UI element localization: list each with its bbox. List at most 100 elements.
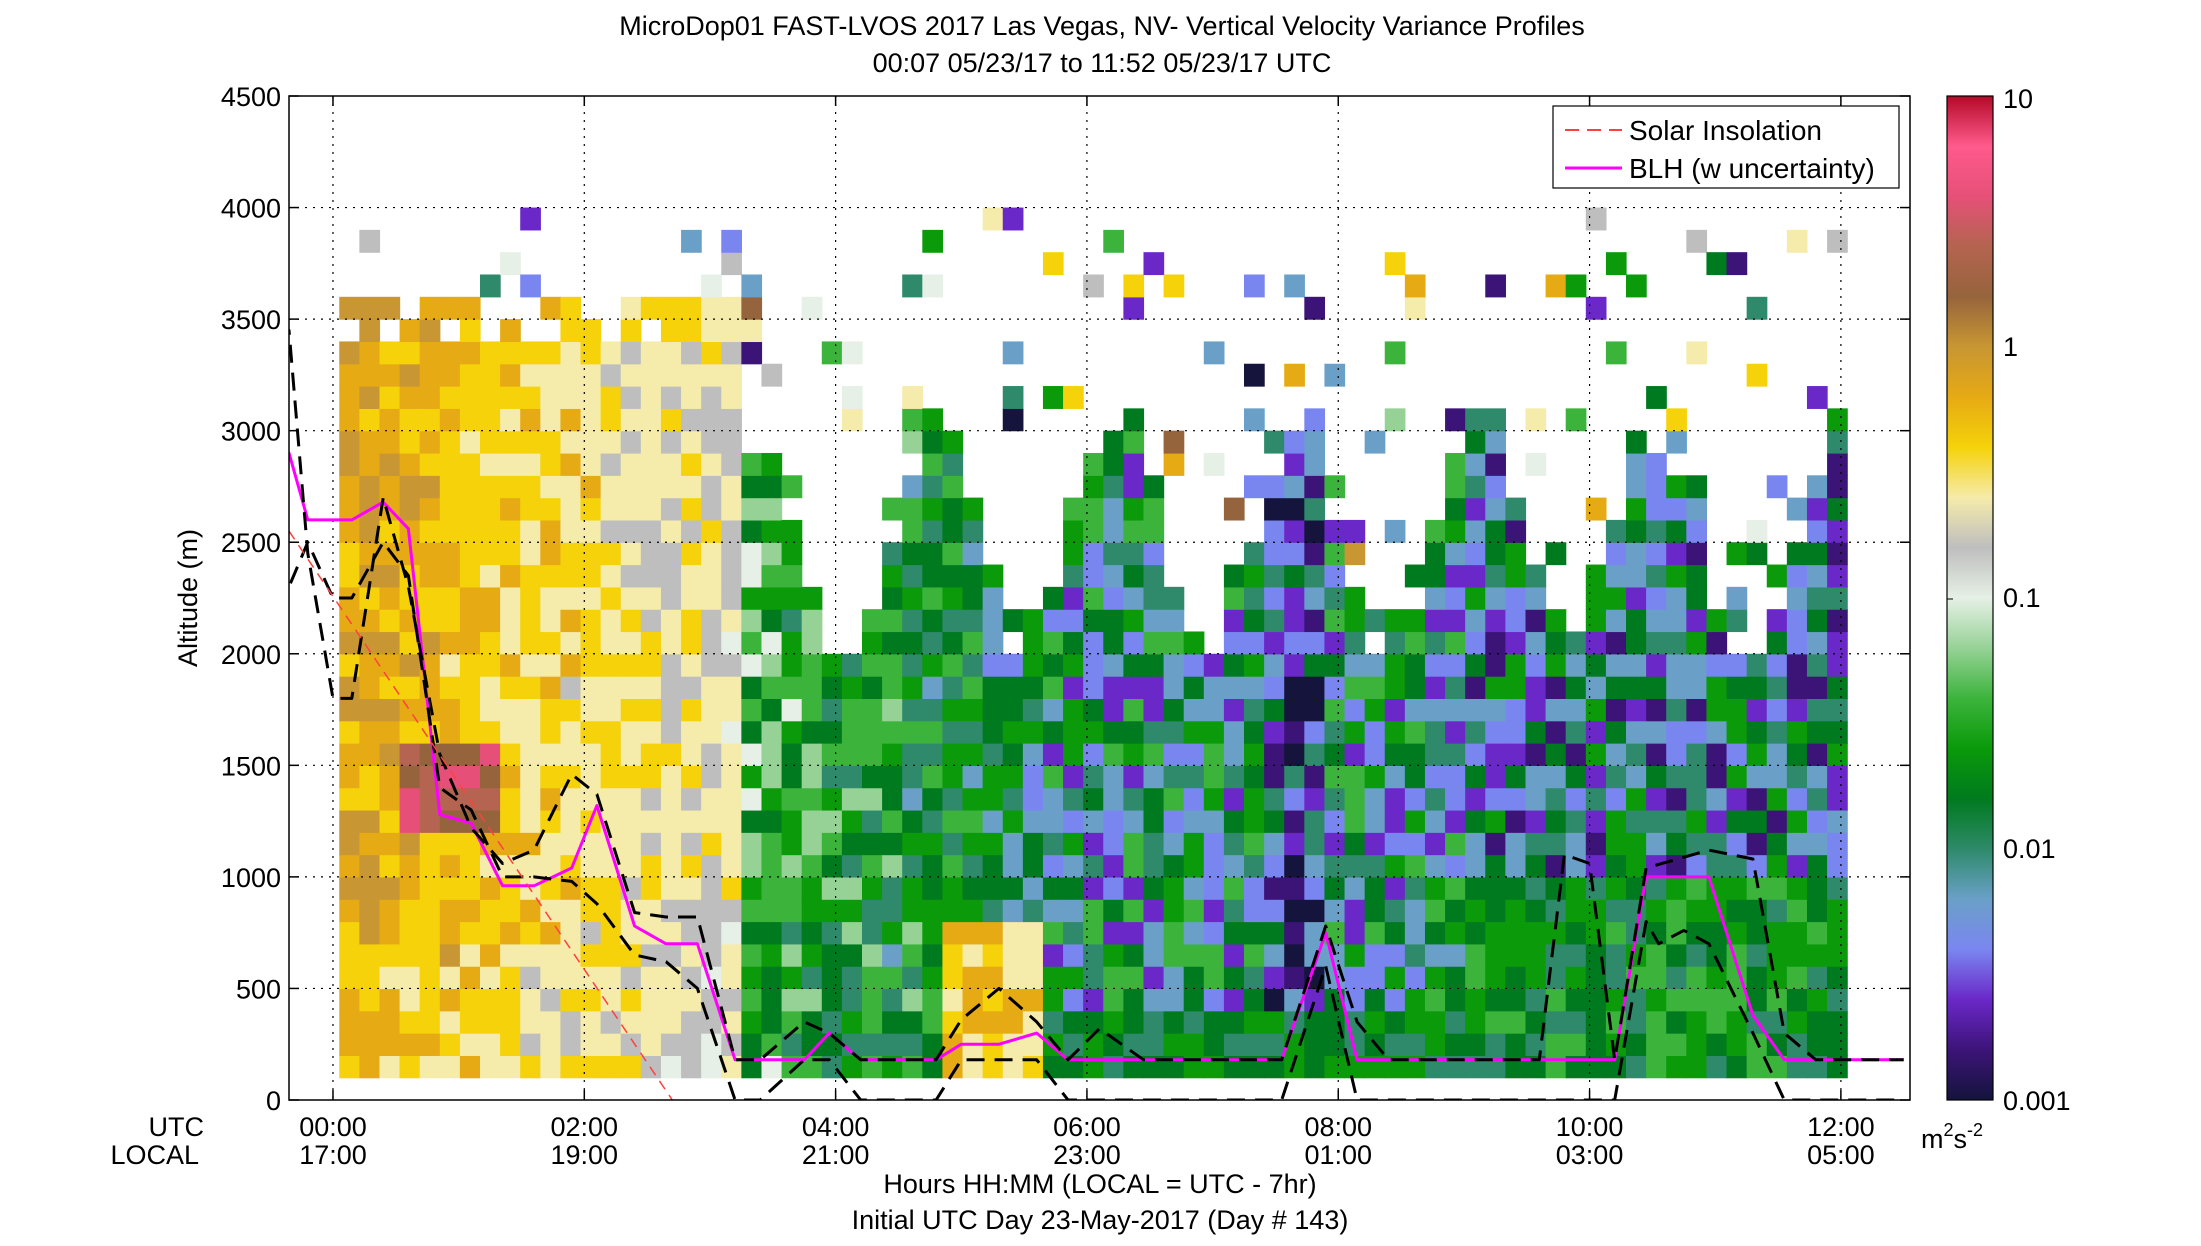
heatmap-cell: [660, 408, 682, 432]
heatmap-cell: [1505, 1033, 1527, 1056]
heatmap-cell: [520, 586, 541, 610]
heatmap-cell: [1344, 809, 1366, 833]
heatmap-cell: [459, 988, 481, 1012]
heatmap-cell: [1465, 876, 1486, 900]
heatmap-cell: [1103, 519, 1124, 543]
heatmap-cell: [1465, 653, 1486, 677]
heatmap-cell: [379, 809, 401, 833]
heatmap-cell: [459, 653, 481, 677]
heatmap-cell: [1063, 386, 1084, 409]
heatmap-cell: [1404, 854, 1426, 878]
heatmap-cell: [1364, 854, 1386, 878]
heatmap-cell: [902, 899, 923, 923]
heatmap-cell: [942, 1010, 964, 1034]
heatmap-cell: [1485, 408, 1506, 432]
heatmap-cell: [379, 832, 401, 856]
heatmap-cell: [1666, 1010, 1687, 1034]
heatmap-cell: [660, 564, 682, 588]
heatmap-cell: [781, 720, 803, 744]
heatmap-cell: [1786, 698, 1808, 722]
heatmap-cell: [640, 386, 662, 409]
heatmap-cell: [1626, 809, 1647, 833]
heatmap-cell: [1083, 832, 1104, 856]
heatmap-cell: [1002, 653, 1024, 677]
heatmap-cell: [660, 988, 682, 1012]
heatmap-cell: [721, 809, 742, 833]
heatmap-cell: [962, 765, 984, 789]
heatmap-cell: [902, 430, 923, 454]
heatmap-cell: [1123, 430, 1145, 454]
heatmap-cell: [1203, 899, 1225, 923]
heatmap-cell: [701, 809, 722, 833]
x-tick-local: 05:00: [1807, 1140, 1875, 1170]
heatmap-cell: [1264, 899, 1285, 923]
heatmap-cell: [1042, 854, 1064, 878]
heatmap-cell: [1042, 698, 1064, 722]
heatmap-cell: [1806, 698, 1828, 722]
heatmap-cell: [741, 609, 763, 633]
heatmap-cell: [1666, 943, 1687, 967]
heatmap-cell: [359, 363, 381, 387]
heatmap-cell: [459, 1055, 481, 1079]
heatmap-cell: [1284, 363, 1305, 387]
heatmap-cell: [1163, 1010, 1185, 1034]
heatmap-cell: [1063, 631, 1084, 655]
heatmap-cell: [480, 631, 501, 655]
heatmap-cell: [1545, 765, 1567, 789]
heatmap-cell: [1083, 1010, 1104, 1034]
heatmap-cell: [1626, 720, 1647, 744]
heatmap-cell: [1746, 296, 1768, 320]
heatmap-cell: [1646, 542, 1667, 566]
y-tick-4000: 4000: [221, 194, 281, 224]
heatmap-cell: [1706, 1055, 1728, 1079]
heatmap-cell: [640, 296, 662, 320]
heatmap-cell: [902, 809, 923, 833]
heatmap-cell: [1163, 899, 1185, 923]
heatmap-cell: [862, 854, 883, 878]
heatmap-cell: [1183, 1010, 1205, 1034]
heatmap-cell: [1324, 1055, 1346, 1079]
heatmap-cell: [902, 497, 923, 521]
heatmap-cell: [480, 341, 501, 365]
heatmap-cell: [801, 296, 823, 320]
heatmap-cell: [1083, 765, 1104, 789]
heatmap-cell: [439, 988, 461, 1012]
heatmap-cell: [580, 631, 602, 655]
heatmap-cell: [580, 430, 602, 454]
heatmap-cell: [942, 921, 964, 945]
heatmap-cell: [1445, 876, 1466, 900]
heatmap-cell: [1063, 564, 1084, 588]
heatmap-cell: [520, 698, 541, 722]
heatmap-cell: [942, 832, 964, 856]
heatmap-cell: [761, 564, 783, 588]
heatmap-cell: [419, 921, 441, 945]
heatmap-cell: [620, 943, 642, 967]
heatmap-cell: [1585, 1033, 1607, 1056]
heatmap-cell: [1264, 832, 1285, 856]
heatmap-cell: [1505, 809, 1527, 833]
heatmap-cell: [500, 966, 521, 990]
heatmap-cell: [419, 1055, 441, 1079]
heatmap-cell: [660, 430, 682, 454]
heatmap-cell: [439, 519, 461, 543]
heatmap-cell: [1324, 876, 1346, 900]
heatmap-cell: [1284, 564, 1305, 588]
heatmap-cell: [1465, 497, 1486, 521]
heatmap-cell: [1404, 698, 1426, 722]
heatmap-cell: [1686, 229, 1708, 253]
heatmap-cell: [359, 899, 381, 923]
heatmap-cell: [1686, 1010, 1708, 1034]
heatmap-cell: [1445, 966, 1466, 990]
heatmap-cell: [761, 497, 783, 521]
heatmap-cell: [1565, 698, 1587, 722]
heatmap-cell: [1545, 943, 1567, 967]
heatmap-cell: [399, 787, 421, 811]
heatmap-cell: [620, 1033, 642, 1056]
heatmap-cell: [1525, 876, 1547, 900]
heatmap-cell: [1786, 765, 1808, 789]
heatmap-cell: [1445, 765, 1466, 789]
heatmap-cell: [459, 296, 481, 320]
heatmap-cell: [741, 921, 763, 945]
heatmap-cell: [1646, 899, 1667, 923]
heatmap-cell: [640, 542, 662, 566]
